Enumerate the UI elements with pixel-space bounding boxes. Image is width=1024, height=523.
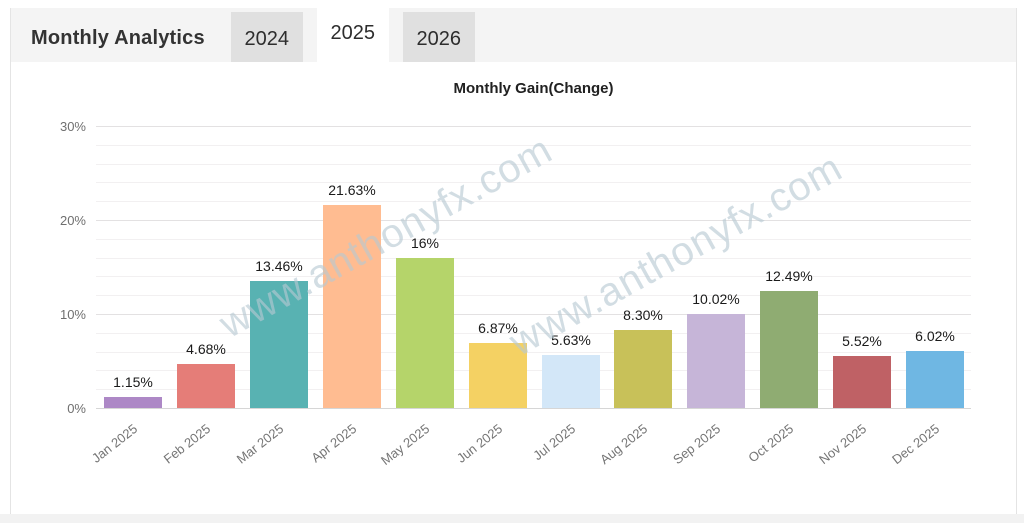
- y-axis-tick-label: 10%: [59, 307, 86, 322]
- y-axis-tick-label: 20%: [59, 213, 86, 228]
- bar-mar-2025[interactable]: [250, 281, 308, 408]
- bar-aug-2025[interactable]: [614, 330, 672, 408]
- x-axis-tick-label: Jul 2025: [530, 421, 579, 464]
- bar-jan-2025[interactable]: [104, 397, 162, 408]
- chart-title: Monthly Gain(Change): [453, 80, 614, 97]
- bar-jun-2025[interactable]: [469, 343, 527, 408]
- gridline: [96, 182, 971, 184]
- bar-may-2025[interactable]: [396, 258, 454, 408]
- x-axis-tick-label: Mar 2025: [233, 421, 287, 467]
- bar-jul-2025[interactable]: [542, 355, 600, 408]
- x-axis-tick-label: Aug 2025: [597, 421, 651, 468]
- x-axis-tick-label: May 2025: [378, 421, 433, 468]
- bar-value-label: 6.02%: [915, 328, 955, 344]
- x-axis-tick-label: Jan 2025: [88, 421, 141, 466]
- chart-region: Monthly Gain(Change) 0% 10% 20% 30% 1.15% Jan…: [11, 62, 1016, 514]
- gridline: [96, 201, 971, 203]
- bar-value-label: 5.52%: [842, 333, 882, 349]
- bar-value-label: 16%: [410, 235, 440, 251]
- gridline: [96, 276, 971, 278]
- bar-apr-2025[interactable]: [323, 205, 381, 408]
- bar-oct-2025[interactable]: [760, 291, 818, 408]
- x-axis-tick-label: Apr 2025: [308, 421, 360, 466]
- bar-value-label: 4.68%: [186, 341, 226, 357]
- bar-value-label: 12.49%: [765, 268, 813, 284]
- card-header: Monthly Analytics 2024 2025 2026: [11, 4, 1016, 62]
- bar-value-label: 13.46%: [255, 258, 303, 274]
- tab-2025[interactable]: 2025: [316, 4, 389, 62]
- bar-value-label: 6.87%: [478, 320, 518, 336]
- x-axis-tick-label: Sep 2025: [670, 421, 724, 468]
- gridline: [96, 144, 971, 146]
- y-axis-tick-label: 0%: [67, 401, 86, 416]
- gridline: [96, 238, 971, 240]
- x-axis-tick-label: Oct 2025: [745, 421, 797, 466]
- bar-value-label: 1.15%: [113, 374, 153, 390]
- bar-sep-2025[interactable]: [687, 314, 745, 408]
- bar-dec-2025[interactable]: [906, 351, 964, 408]
- gridline: [96, 295, 971, 297]
- x-axis-tick-label: Jun 2025: [453, 421, 506, 466]
- x-axis-tick-label: Dec 2025: [889, 421, 943, 468]
- gridline: [96, 389, 971, 391]
- gridline: [96, 126, 971, 127]
- page-background-strip: [0, 514, 1024, 523]
- analytics-card: Monthly Analytics 2024 2025 2026 Monthly…: [10, 4, 1017, 514]
- gridline: [96, 220, 971, 221]
- bar-value-label: 8.30%: [623, 307, 663, 323]
- gridline: [96, 351, 971, 353]
- gridline: [96, 163, 971, 165]
- bar-chart-plot: 0% 10% 20% 30% 1.15% Jan 2025 4.68% Feb 2025 13.…: [60, 117, 971, 468]
- gridline: [96, 370, 971, 372]
- year-tabs: 2024 2025 2026: [230, 4, 475, 62]
- y-axis-tick-label: 30%: [59, 119, 86, 134]
- tab-2024[interactable]: 2024: [230, 12, 303, 62]
- bar-value-label: 5.63%: [551, 332, 591, 348]
- x-axis-tick-label: Feb 2025: [160, 421, 214, 467]
- gridline: [96, 332, 971, 334]
- tab-2026[interactable]: 2026: [402, 12, 475, 62]
- x-axis-tick-label: Nov 2025: [816, 421, 870, 468]
- bar-value-label: 10.02%: [692, 291, 740, 307]
- gridline: [96, 257, 971, 259]
- bar-feb-2025[interactable]: [177, 364, 235, 408]
- bar-value-label: 21.63%: [328, 182, 376, 198]
- bar-nov-2025[interactable]: [833, 356, 891, 408]
- page-title: Monthly Analytics: [31, 26, 205, 49]
- gridline: [96, 314, 971, 315]
